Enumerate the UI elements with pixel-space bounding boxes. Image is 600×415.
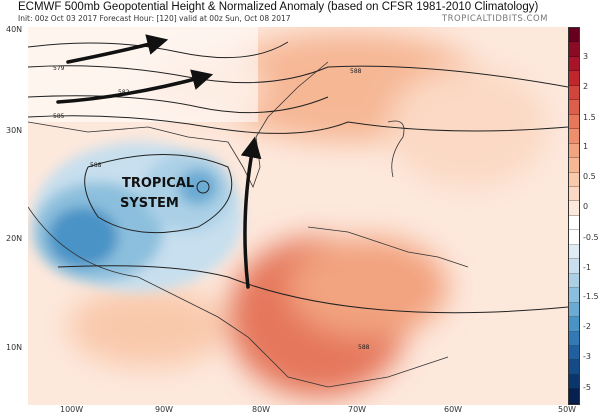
colorbar-segment xyxy=(569,186,579,202)
colorbar-label: -3 xyxy=(583,352,591,361)
colorbar-segment xyxy=(569,317,579,332)
colorbar-segment xyxy=(569,143,579,159)
tropical-system-label: TROPICAL SYSTEM xyxy=(120,176,194,211)
colorbar xyxy=(568,27,580,405)
colorbar-label: 2 xyxy=(583,82,589,91)
colorbar-segment xyxy=(569,56,579,72)
colorbar-segment xyxy=(569,129,579,144)
colorbar-label: 1 xyxy=(583,142,589,151)
lat-label: 10N xyxy=(6,343,23,352)
colorbar-segment xyxy=(569,85,579,101)
lon-label: 50W xyxy=(558,405,577,414)
positive-anomaly-field xyxy=(68,32,548,397)
colorbar-segment xyxy=(569,273,579,289)
colorbar-label: -1 xyxy=(583,263,591,272)
lat-label: 40N xyxy=(6,25,23,34)
negative-anomaly-blob xyxy=(33,142,243,292)
colorbar-segment xyxy=(569,230,579,245)
contour-label: 588 xyxy=(358,344,370,351)
lon-label: 60W xyxy=(444,405,463,414)
lon-label: 100W xyxy=(60,405,84,414)
anomaly-map: 576 579 582 585 588 588 588 TROPICAL SYS… xyxy=(28,27,568,405)
contour-label: 585 xyxy=(53,113,65,120)
arrow-icon xyxy=(56,69,214,104)
svg-text:SYSTEM: SYSTEM xyxy=(120,196,179,211)
contour-label: 588 xyxy=(350,68,362,75)
contour-label: 579 xyxy=(53,65,65,72)
lat-label: 30N xyxy=(6,126,23,135)
colorbar-label: 3 xyxy=(583,52,589,61)
forecast-info: Init: 00z Oct 03 2017 Forecast Hour: [12… xyxy=(18,14,291,23)
colorbar-segment xyxy=(569,288,579,303)
lon-label: 90W xyxy=(155,405,174,414)
arrow-icon xyxy=(66,34,169,64)
contour-label: 588 xyxy=(90,162,102,169)
colorbar-segment xyxy=(569,374,579,390)
lat-label: 20N xyxy=(6,234,23,243)
colorbar-segment xyxy=(569,360,579,375)
colorbar-segment xyxy=(569,100,579,115)
colorbar-segment xyxy=(569,201,579,216)
colorbar-segment xyxy=(569,42,579,57)
colorbar-segment xyxy=(569,114,579,130)
lon-label: 80W xyxy=(252,405,271,414)
colorbar-label: -2 xyxy=(583,322,591,331)
colorbar-label: 0.5 xyxy=(583,172,596,181)
colorbar-segment xyxy=(569,345,579,361)
colorbar-segment xyxy=(569,244,579,260)
steering-arrows xyxy=(56,34,262,289)
brand-watermark: TROPICALTIDBITS.COM xyxy=(441,14,548,24)
colorbar-label: 1.5 xyxy=(583,113,596,122)
colorbar-label: -0.5 xyxy=(583,233,599,242)
colorbar-segment xyxy=(569,71,579,86)
colorbar-segment xyxy=(569,28,579,43)
colorbar-segment xyxy=(569,302,579,318)
colorbar-label: -1.5 xyxy=(583,292,599,301)
colorbar-segment xyxy=(569,158,579,173)
lon-label: 70W xyxy=(348,405,367,414)
svg-text:TROPICAL: TROPICAL xyxy=(122,176,194,191)
chart-title: ECMWF 500mb Geopotential Height & Normal… xyxy=(18,1,539,13)
colorbar-segment xyxy=(569,215,579,231)
colorbar-segment xyxy=(569,389,579,404)
colorbar-segment xyxy=(569,259,579,274)
arrow-icon xyxy=(240,136,262,289)
colorbar-segment xyxy=(569,331,579,346)
colorbar-label: 0 xyxy=(583,202,589,211)
colorbar-segment xyxy=(569,172,579,187)
colorbar-label: -5 xyxy=(583,383,591,392)
